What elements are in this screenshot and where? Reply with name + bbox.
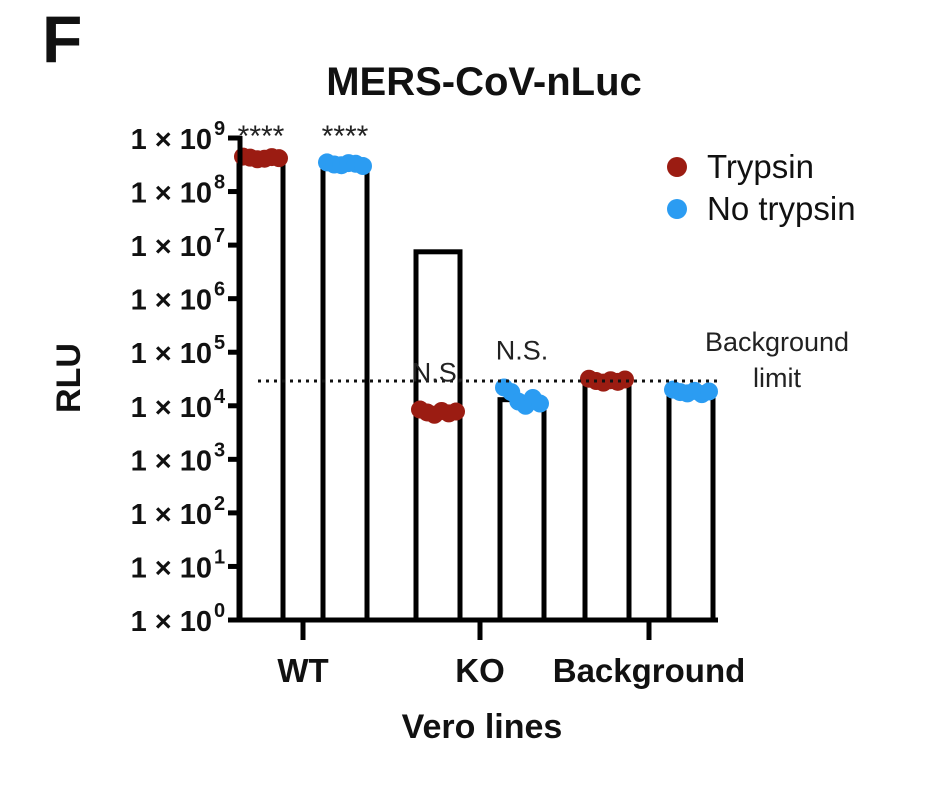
x-tick-label: Background	[553, 652, 746, 689]
reference-label-line1: Background	[705, 327, 849, 357]
reference-label-line2: limit	[753, 363, 801, 393]
significance-label: N.S.	[496, 335, 549, 365]
x-tick-label: WT	[277, 652, 328, 689]
y-tick-label: 1 × 10	[131, 552, 212, 584]
data-point	[447, 402, 465, 421]
x-axis: WT KO Background	[238, 617, 746, 689]
y-tick-exponent: 5	[214, 332, 225, 354]
y-tick-exponent: 6	[214, 279, 225, 301]
legend-label-no-trypsin: No trypsin	[707, 190, 856, 227]
y-tick-label: 1 × 10	[131, 338, 212, 370]
y-tick-label: 1 × 10	[131, 499, 212, 531]
legend-label-trypsin: Trypsin	[707, 148, 814, 185]
legend: Trypsin No trypsin	[667, 148, 856, 227]
bar-wt-trypsin	[236, 155, 286, 623]
data-point	[616, 370, 634, 389]
significance-label: N.S.	[412, 358, 465, 388]
y-tick-exponent: 2	[214, 493, 225, 515]
y-tick-exponent: 1	[214, 546, 225, 568]
y-tick-label: 1 × 10	[131, 124, 212, 156]
y-tick-label: 1 × 10	[131, 445, 212, 477]
y-tick-exponent: 9	[214, 118, 225, 140]
y-tick-exponent: 3	[214, 439, 225, 461]
legend-marker-no-trypsin	[667, 199, 687, 219]
y-axis-label: RLU	[50, 343, 88, 413]
y-tick-label: 1 × 10	[131, 392, 212, 424]
y-tick-label: 1 × 10	[131, 285, 212, 317]
y-axis: 1 × 10 01 × 10 11 × 10 21 × 10 31 × 10 41 × 1…	[131, 118, 243, 638]
bar-wt-no-trypsin	[320, 161, 370, 623]
data-point	[700, 382, 718, 401]
bar-ko-no-trypsin	[497, 397, 547, 623]
y-tick-exponent: 7	[214, 225, 225, 247]
x-tick-label: KO	[455, 652, 505, 689]
points-layer	[234, 147, 718, 424]
bars-layer	[236, 155, 716, 623]
bar-background-no-trypsin	[666, 389, 716, 623]
data-point	[270, 149, 288, 168]
data-point	[354, 157, 372, 176]
y-tick-label: 1 × 10	[131, 606, 212, 638]
reference-line-label: Background limit	[705, 327, 849, 393]
bar-ko-trypsin	[413, 249, 463, 623]
significance-label: ****	[322, 120, 369, 153]
y-tick-label: 1 × 10	[131, 178, 212, 210]
bar-background-trypsin	[582, 378, 632, 623]
annotations-layer: **** **** N.S. N.S.	[238, 120, 718, 388]
y-tick-exponent: 4	[214, 386, 226, 408]
y-tick-label: 1 × 10	[131, 231, 212, 263]
legend-marker-trypsin	[667, 157, 687, 177]
y-tick-exponent: 8	[214, 172, 225, 194]
data-point	[531, 394, 549, 413]
panel-label: F	[42, 2, 82, 76]
y-tick-exponent: 0	[214, 600, 225, 622]
chart-title: MERS-CoV-nLuc	[326, 60, 642, 104]
x-axis-label: Vero lines	[402, 708, 563, 746]
significance-label: ****	[238, 120, 285, 153]
